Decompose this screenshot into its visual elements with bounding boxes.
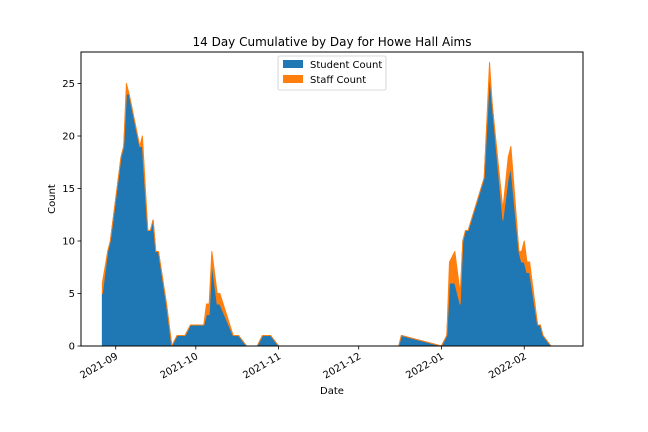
plot-area bbox=[101, 62, 565, 347]
x-axis: 2021-09 2021-10 2021-11 2021-12 2022-01 2022-… bbox=[79, 346, 529, 381]
legend-label: Staff Count bbox=[310, 75, 366, 86]
legend: Student Count Staff Count bbox=[277, 55, 387, 91]
y-tick-label: 5 bbox=[69, 289, 75, 300]
legend-box bbox=[277, 55, 387, 91]
y-tick-label: 15 bbox=[62, 184, 75, 195]
y-tick-label: 25 bbox=[62, 79, 75, 90]
x-tick-label: 2022-02 bbox=[487, 351, 529, 381]
x-tick-label: 2022-01 bbox=[404, 351, 446, 381]
legend-label: Student Count bbox=[310, 60, 382, 71]
y-axis-label: Count bbox=[47, 184, 58, 214]
x-tick-label: 2021-10 bbox=[159, 351, 201, 381]
y-tick-label: 10 bbox=[62, 237, 75, 248]
x-tick-label: 2021-11 bbox=[241, 351, 283, 381]
y-tick-label: 0 bbox=[69, 342, 75, 353]
legend-swatch bbox=[283, 75, 303, 83]
y-axis: 0 5 10 15 20 25 bbox=[62, 79, 81, 353]
y-tick-label: 20 bbox=[62, 132, 75, 143]
series-area-student-count bbox=[101, 72, 565, 347]
x-tick-label: 2021-09 bbox=[79, 351, 121, 381]
legend-swatch bbox=[283, 60, 303, 68]
chart-title: 14 Day Cumulative by Day for Howe Hall A… bbox=[193, 35, 472, 49]
x-axis-label: Date bbox=[320, 386, 344, 397]
x-tick-label: 2021-12 bbox=[322, 351, 364, 381]
axes-frame bbox=[80, 51, 584, 347]
